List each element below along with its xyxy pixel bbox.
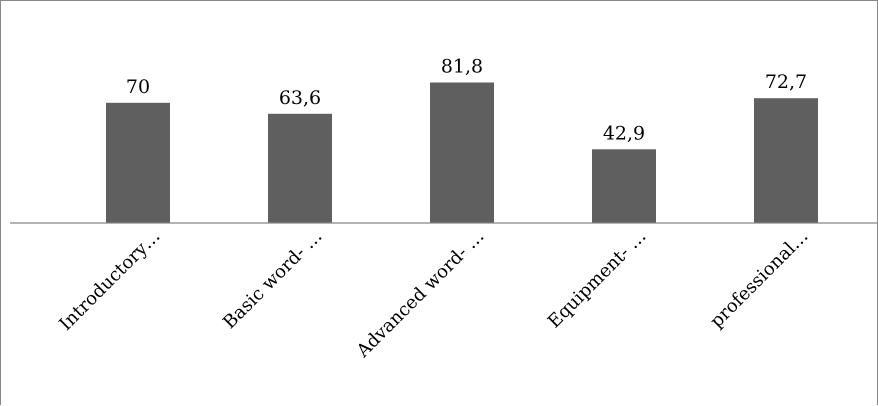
bar (430, 82, 494, 223)
bar (754, 98, 818, 223)
bar-value-label: 42,9 (603, 122, 645, 144)
category-label: professional… (706, 226, 812, 332)
bar (106, 102, 170, 223)
category-label: Introductory… (55, 226, 164, 335)
value-labels-layer: 70 63,6 81,8 42,9 72,7 (126, 56, 807, 145)
bar (592, 149, 656, 223)
bar (268, 113, 332, 223)
bar-value-label: 70 (126, 76, 150, 98)
category-labels-layer: Introductory… Basic word- … Advanced word-… (55, 226, 812, 363)
category-label: Equipment- … (544, 226, 651, 333)
bars-layer (106, 82, 818, 223)
bar-value-label: 72,7 (765, 71, 807, 93)
category-label: Advanced word- … (352, 226, 489, 363)
bar-value-label: 63,6 (279, 87, 321, 109)
category-label: Basic word- … (219, 226, 326, 333)
bar-value-label: 81,8 (441, 56, 483, 78)
